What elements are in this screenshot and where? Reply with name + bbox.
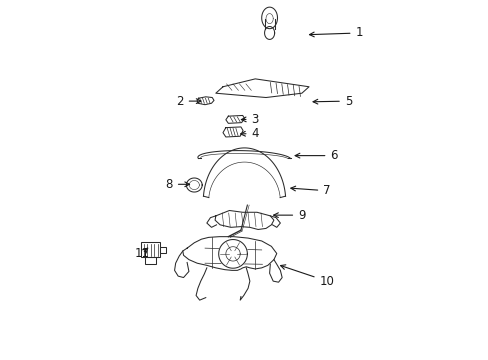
Text: 7: 7	[290, 184, 330, 197]
Polygon shape	[218, 239, 247, 268]
Polygon shape	[183, 237, 276, 270]
Polygon shape	[174, 251, 188, 278]
Bar	[145, 257, 156, 264]
Polygon shape	[240, 268, 249, 300]
Polygon shape	[261, 7, 277, 29]
Polygon shape	[215, 211, 273, 229]
Polygon shape	[264, 27, 274, 40]
Text: 10: 10	[280, 265, 334, 288]
Text: 1: 1	[309, 27, 362, 40]
Text: 4: 4	[240, 127, 259, 140]
Polygon shape	[197, 97, 214, 105]
Bar	[141, 242, 160, 257]
Polygon shape	[223, 127, 243, 137]
Text: 11: 11	[135, 247, 149, 260]
Text: 3: 3	[241, 113, 259, 126]
Polygon shape	[215, 79, 308, 98]
Text: 8: 8	[165, 178, 189, 191]
Polygon shape	[269, 260, 282, 282]
Text: 6: 6	[295, 149, 337, 162]
Polygon shape	[206, 216, 216, 227]
Polygon shape	[198, 150, 290, 158]
Polygon shape	[203, 148, 285, 198]
Polygon shape	[225, 116, 244, 123]
Polygon shape	[270, 216, 280, 227]
Polygon shape	[196, 268, 206, 300]
Text: 5: 5	[312, 95, 351, 108]
Polygon shape	[186, 178, 202, 192]
Bar	[160, 247, 165, 253]
Text: 2: 2	[176, 95, 201, 108]
Text: 9: 9	[273, 209, 305, 222]
